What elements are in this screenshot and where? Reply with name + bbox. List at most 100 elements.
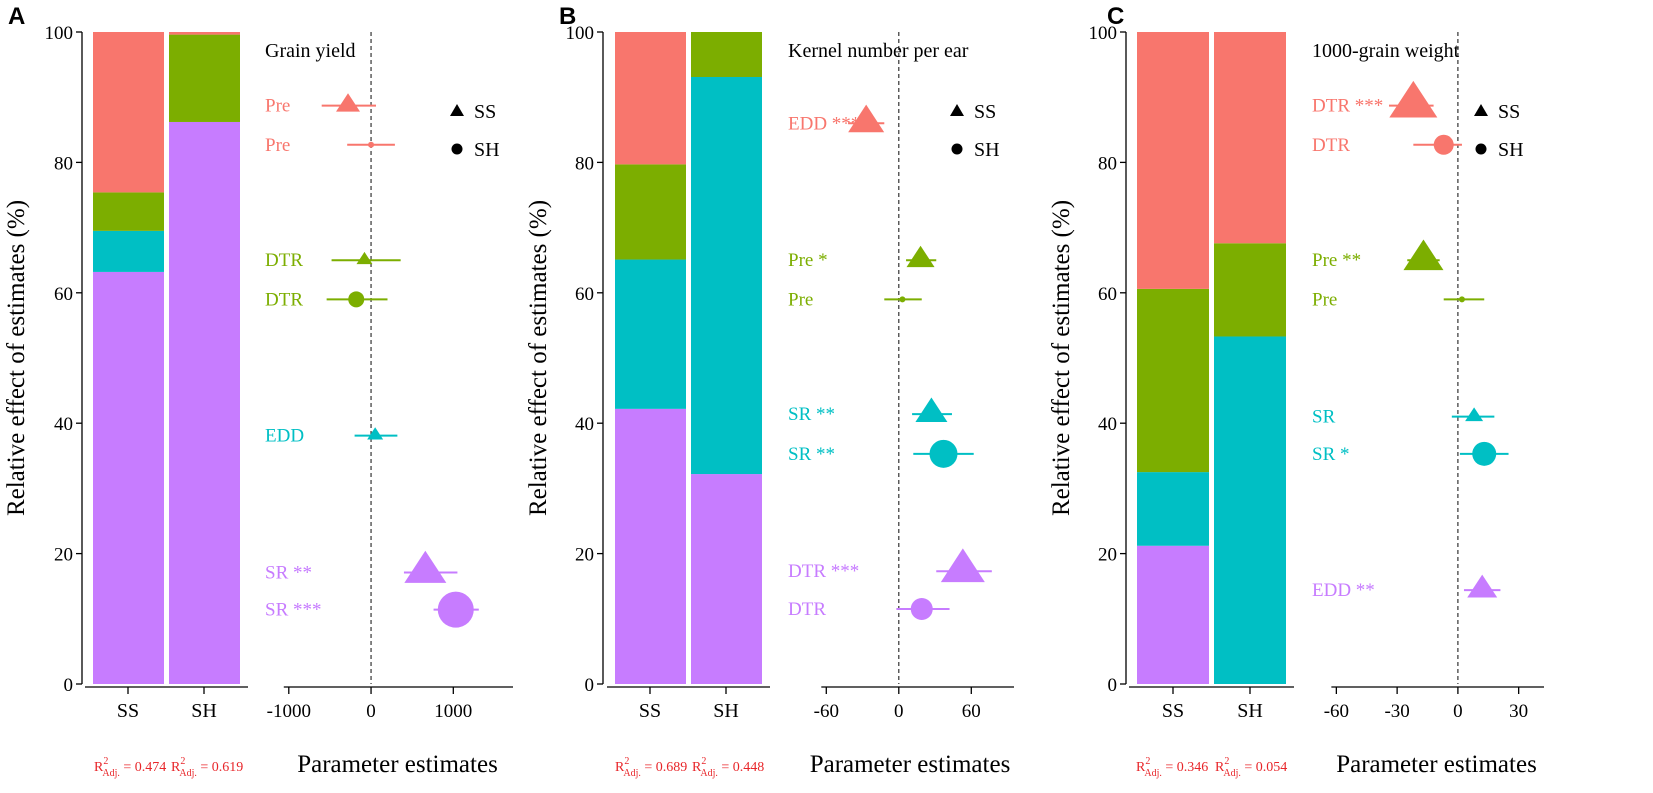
x-tick-label: 0 xyxy=(366,701,376,722)
forest-plot: -60 -30 0 30 Parameter estimates 1000-grain w… xyxy=(1312,32,1544,778)
forest-plot: -60 0 60 Parameter estimates Kernel number p… xyxy=(788,32,1014,778)
effect-label: DTR *** xyxy=(788,561,859,582)
effect-label: EDD xyxy=(265,426,304,447)
effect-label: SR ** xyxy=(265,563,312,584)
estimate-triangle-marker xyxy=(915,397,948,422)
estimate-circle-marker xyxy=(437,591,474,628)
y-tick-label: 80 xyxy=(54,153,73,174)
x-tick-label: 0 xyxy=(1453,701,1463,722)
effect-label: SR ** xyxy=(788,404,835,425)
r2-annotation: R2 Adj. = 0.474 xyxy=(94,756,166,779)
effect-label: EDD ** xyxy=(1312,580,1375,601)
category-label-sh: SH xyxy=(713,700,739,722)
y-tick-label: 60 xyxy=(54,284,73,305)
estimate-triangle-marker xyxy=(906,245,935,268)
effect-label: EDD *** xyxy=(788,113,860,134)
effect-label: SR *** xyxy=(265,600,322,621)
x-tick-label: 30 xyxy=(1509,701,1528,722)
bar-segment-sh xyxy=(169,121,240,684)
panel-title: 1000-grain weight xyxy=(1312,40,1460,62)
effect-label: DTR xyxy=(788,599,826,620)
y-axis-label: Relative effect of estimates (%) xyxy=(525,200,552,516)
bar-segment-ss xyxy=(1137,32,1209,289)
effect-label: Pre xyxy=(788,289,813,310)
x-tick-label: -30 xyxy=(1384,701,1409,722)
y-axis-label: Relative effect of estimates (%) xyxy=(3,200,30,516)
x-tick-label: -60 xyxy=(814,701,839,722)
y-axis-label: Relative effect of estimates (%) xyxy=(1048,200,1075,516)
y-tick-label: 20 xyxy=(1098,545,1117,566)
y-tick-label: 100 xyxy=(566,23,595,44)
bar-segment-ss xyxy=(93,32,164,193)
legend-triangle-icon xyxy=(450,104,464,116)
effect-label: SR xyxy=(1312,407,1336,428)
legend-label: SH xyxy=(974,139,1000,161)
effect-label: Pre * xyxy=(788,250,828,271)
estimate-circle-marker xyxy=(368,141,375,148)
y-tick-label: 40 xyxy=(1098,414,1117,435)
y-tick-label: 100 xyxy=(45,23,74,44)
legend-label: SS xyxy=(474,101,496,123)
estimate-circle-marker xyxy=(348,291,365,308)
bar-segment-ss xyxy=(93,230,164,272)
category-label-ss: SS xyxy=(639,700,661,722)
r2-annotation: R2 Adj. = 0.689 xyxy=(615,756,687,779)
y-tick-label: 0 xyxy=(64,675,74,696)
bar-segment-ss xyxy=(615,32,686,165)
effect-label: DTR xyxy=(265,250,303,271)
category-label-sh: SH xyxy=(191,700,217,722)
panel-title: Kernel number per ear xyxy=(788,40,969,62)
estimate-circle-marker xyxy=(910,598,933,621)
legend-label: SH xyxy=(1498,139,1524,161)
effect-label: SR * xyxy=(1312,444,1350,465)
estimate-triangle-marker xyxy=(940,548,985,583)
legend-circle-icon xyxy=(451,143,463,155)
estimate-circle-marker xyxy=(929,439,958,468)
estimate-triangle-marker xyxy=(848,104,885,133)
y-tick-label: 80 xyxy=(575,153,594,174)
legend-circle-icon xyxy=(1475,143,1487,155)
estimate-triangle-marker xyxy=(336,93,361,112)
x-tick-label: -1000 xyxy=(267,701,311,722)
effect-label: Pre ** xyxy=(1312,250,1361,271)
x-tick-label: 60 xyxy=(962,701,981,722)
legend-label: SS xyxy=(974,101,996,123)
y-tick-label: 60 xyxy=(575,284,594,305)
estimate-triangle-marker xyxy=(1403,239,1444,271)
y-tick-label: 60 xyxy=(1098,284,1117,305)
y-tick-label: 0 xyxy=(585,675,595,696)
bar-segment-sh xyxy=(691,474,762,684)
x-axis-label: Parameter estimates xyxy=(297,751,498,778)
bar-segment-ss xyxy=(1137,288,1209,473)
estimate-circle-marker xyxy=(899,296,906,303)
panel-letter: C xyxy=(1107,3,1124,30)
estimate-circle-marker xyxy=(1472,441,1497,466)
bar-segment-ss xyxy=(615,164,686,260)
panel-letter: B xyxy=(559,3,576,30)
y-tick-label: 80 xyxy=(1098,153,1117,174)
bar-segment-sh xyxy=(169,34,240,122)
x-tick-label: -60 xyxy=(1324,701,1349,722)
bar-segment-sh xyxy=(691,76,762,475)
panel-letter: A xyxy=(8,3,25,30)
effect-label: Pre xyxy=(265,96,290,117)
estimate-triangle-marker xyxy=(367,427,384,440)
estimate-triangle-marker xyxy=(1389,80,1438,118)
y-tick-label: 40 xyxy=(54,414,73,435)
panel-b: B Relative effect of estimates (%) 0 20 40 60… xyxy=(525,3,1014,779)
bar-segment-ss xyxy=(93,271,164,684)
effect-label: SR ** xyxy=(788,444,835,465)
bar-segment-sh xyxy=(169,32,240,35)
y-tick-label: 20 xyxy=(575,545,594,566)
x-tick-label: 1000 xyxy=(434,701,472,722)
estimate-triangle-marker xyxy=(356,251,373,265)
legend-triangle-icon xyxy=(1474,104,1488,116)
bar-segment-ss xyxy=(1137,472,1209,546)
effect-label: DTR *** xyxy=(1312,96,1383,117)
legend-triangle-icon xyxy=(950,104,964,116)
bar-segment-sh xyxy=(1214,243,1286,337)
legend-circle-icon xyxy=(951,143,963,155)
r2-annotation: R2 Adj. = 0.448 xyxy=(692,756,764,779)
x-axis-label: Parameter estimates xyxy=(810,751,1011,778)
